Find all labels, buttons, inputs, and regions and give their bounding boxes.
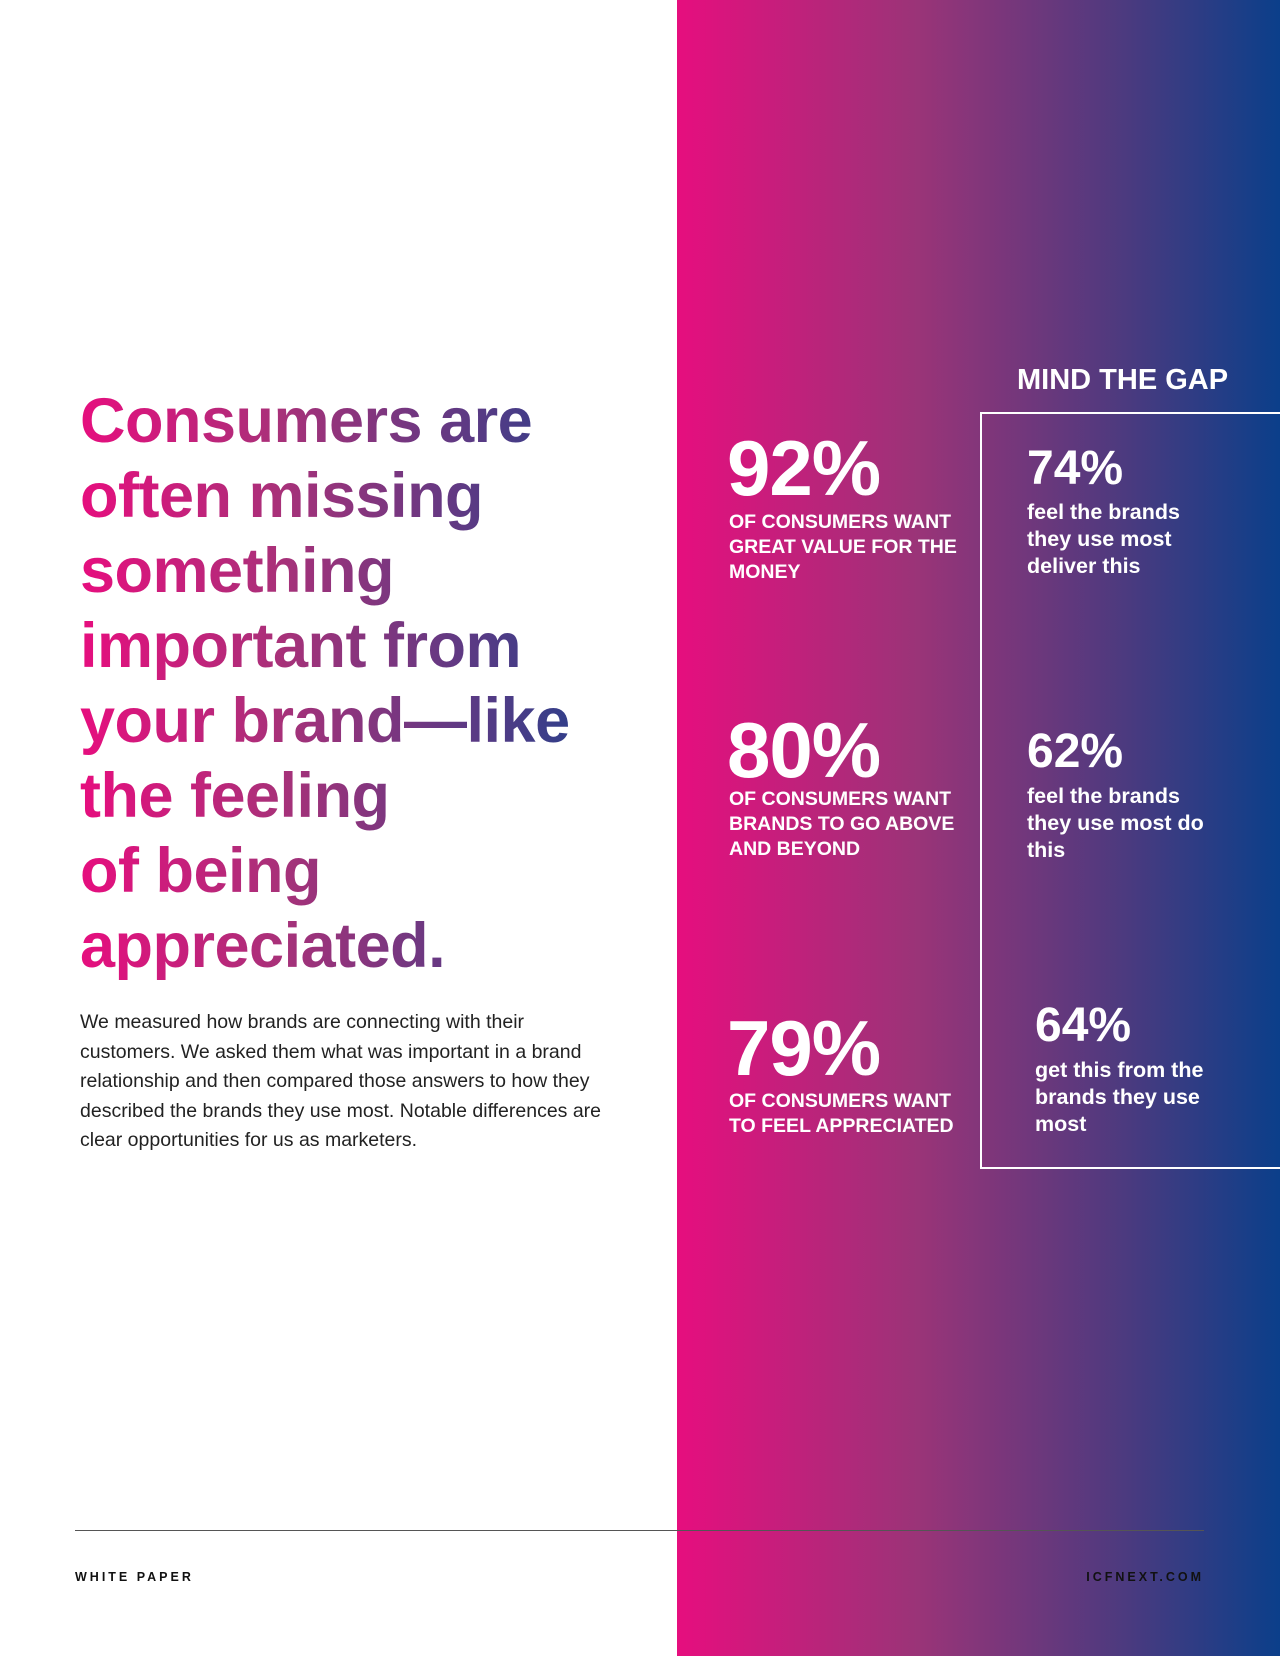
body-text: We measured how brands are connecting wi…	[80, 1011, 602, 1151]
stat-description: OF CONSUMERS WANT TO FEEL APPRECIATED	[729, 1090, 954, 1137]
gap-box	[980, 412, 1280, 1169]
gap-description: feel the brands they use most do this	[1027, 784, 1204, 862]
stat-description: OF CONSUMERS WANT BRANDS TO GO ABOVE AND…	[729, 788, 955, 860]
stat-value: 92%	[727, 424, 881, 512]
footer-rule	[75, 1530, 1204, 1531]
headline-line: the feeling	[80, 759, 640, 834]
gap-title: MIND THE GAP	[1017, 364, 1229, 396]
stat-description: OF CONSUMERS WANT GREAT VALUE FOR THE MO…	[729, 511, 957, 583]
footer-right: ICFNEXT.COM	[1086, 1570, 1204, 1584]
headline-line: appreciated.	[80, 909, 640, 984]
gap-description: feel the brands they use most deliver th…	[1027, 500, 1180, 578]
headline-line: important from	[80, 609, 640, 684]
gradient-panel	[677, 0, 1280, 1656]
gap-value: 64%	[1035, 999, 1132, 1052]
headline-line: Consumers are	[80, 384, 640, 459]
gap-value: 62%	[1027, 725, 1124, 778]
stat-value: 79%	[727, 1004, 881, 1092]
headline-line: your brand—like	[80, 684, 640, 759]
headline: Consumers are often missing something impor…	[80, 384, 640, 984]
headline-line: often missing	[80, 459, 640, 534]
gap-value: 74%	[1027, 442, 1124, 495]
gap-description: get this from the brands they use most	[1035, 1058, 1204, 1136]
headline-line: something	[80, 534, 640, 609]
footer-left: WHITE PAPER	[75, 1570, 194, 1584]
stat-value: 80%	[727, 706, 881, 794]
headline-line: of being	[80, 834, 640, 909]
